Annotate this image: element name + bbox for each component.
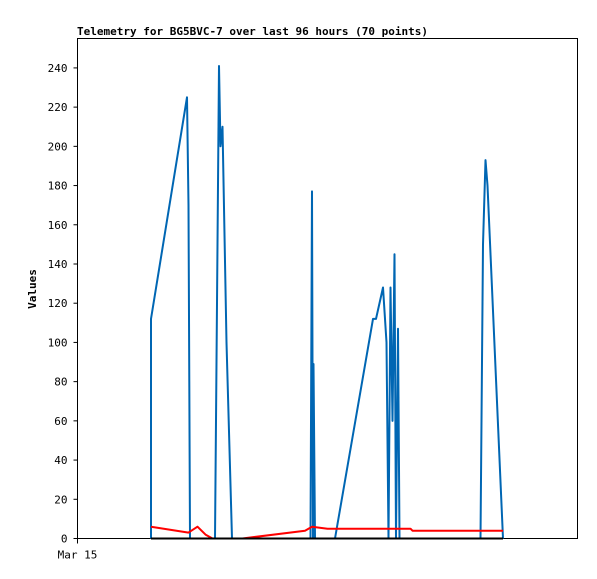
y-axis: 0 20 40 60 80 100 120 140 160 180 200 220 240 (48, 62, 78, 546)
series-line-1 (150, 65, 504, 540)
y-tick-label: 180 (48, 180, 68, 193)
y-tick-label: 40 (54, 454, 67, 467)
y-tick-label: 60 (54, 415, 67, 428)
x-axis: Mar 15 (58, 538, 98, 562)
series-layer (150, 65, 504, 540)
y-tick-label: 240 (48, 62, 68, 75)
y-tick-label: 20 (54, 493, 67, 506)
plot-frame (77, 38, 578, 539)
chart-title: Telemetry for BG5BVC-7 over last 96 hour… (77, 25, 428, 38)
y-tick-label: 100 (48, 336, 68, 349)
y-axis-label: Values (26, 269, 39, 309)
y-tick-label: 120 (48, 297, 68, 310)
x-tick-label: Mar 15 (58, 549, 98, 562)
y-tick-label: 0 (61, 533, 68, 546)
y-tick-label: 220 (48, 101, 68, 114)
series-line-2 (150, 525, 503, 540)
y-tick-label: 80 (54, 376, 67, 389)
y-tick-label: 160 (48, 219, 68, 232)
y-tick-label: 200 (48, 140, 68, 153)
y-tick-label: 140 (48, 258, 68, 271)
